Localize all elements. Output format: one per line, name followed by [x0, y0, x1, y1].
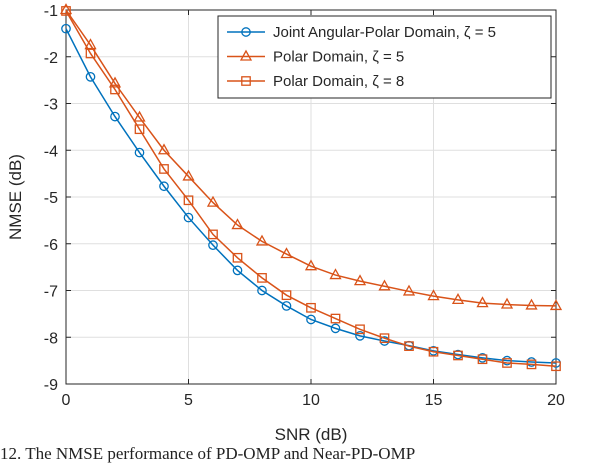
data-point [157, 143, 171, 155]
legend-entry: Polar Domain, ζ = 8 [227, 73, 404, 90]
chart-canvas: 0 5 10 15 20 -1 -2 -3 -4 -5 -6 -7 -8 -9 Joint Angular… [6, 3, 565, 444]
data-point [427, 289, 440, 301]
legend-entry: Polar Domain, ζ = 5 [227, 49, 404, 66]
series-line [65, 9, 557, 307]
x-tick-label: 5 [184, 392, 193, 409]
data-point [85, 48, 96, 59]
data-point [183, 195, 194, 206]
data-point [61, 6, 71, 16]
data-point [208, 229, 218, 240]
y-tick-label: -7 [44, 284, 58, 301]
data-point [110, 84, 120, 95]
data-point [133, 110, 146, 122]
figure-caption: 12. The NMSE performance of PD-OMP and N… [0, 444, 416, 463]
series-1 [59, 3, 563, 311]
data-point [549, 299, 563, 311]
data-point [525, 298, 538, 310]
data-point [206, 195, 220, 207]
data-point [453, 350, 463, 361]
data-point [110, 111, 120, 122]
series-2 [61, 6, 561, 372]
legend-marker [239, 49, 253, 61]
data-point [451, 293, 465, 305]
data-point [281, 301, 292, 311]
data-point [330, 313, 341, 324]
data-point [85, 72, 96, 82]
data-point [551, 361, 561, 372]
y-tick-label: -3 [44, 97, 58, 114]
series-layer [59, 3, 563, 372]
data-point [232, 265, 243, 276]
legend-label: Polar Domain, ζ = 5 [273, 49, 404, 66]
legend-label: Polar Domain, ζ = 8 [273, 73, 404, 90]
y-tick-label: -9 [44, 377, 58, 394]
data-point [257, 285, 267, 296]
data-point [108, 76, 122, 88]
data-point [428, 346, 439, 357]
data-point [281, 290, 292, 301]
data-point [476, 296, 489, 308]
data-point [353, 274, 367, 286]
data-point [182, 169, 195, 181]
data-point [232, 252, 243, 263]
data-point [61, 23, 71, 34]
data-point [502, 358, 512, 368]
data-point [402, 284, 416, 296]
data-point [183, 212, 194, 223]
x-axis-title: SNR (dB) [275, 425, 348, 444]
y-tick-label: -5 [44, 190, 58, 207]
data-point [134, 124, 145, 135]
y-axis-title: NMSE (dB) [6, 154, 25, 240]
legend-marker [241, 76, 251, 86]
x-tick-label: 20 [547, 392, 565, 409]
data-point [404, 341, 414, 351]
data-point [379, 333, 390, 344]
legend-label: Joint Angular-Polar Domain, ζ = 5 [273, 24, 496, 41]
series-line [65, 10, 557, 367]
y-tick-label: -6 [44, 237, 58, 254]
data-point [306, 302, 316, 313]
y-tick-label: -8 [44, 330, 58, 347]
y-tick-label: -4 [44, 143, 58, 160]
data-point [59, 3, 73, 15]
x-tick-label: 0 [62, 392, 71, 409]
data-point [208, 240, 218, 251]
data-point [257, 273, 267, 283]
y-tick-label: -1 [44, 3, 58, 20]
legend-entry: Joint Angular-Polar Domain, ζ = 5 [227, 24, 496, 41]
data-point [526, 359, 537, 370]
data-point [330, 323, 341, 334]
data-point [477, 354, 488, 365]
y-tick-label: -2 [44, 50, 58, 67]
data-point [355, 330, 365, 341]
data-point [355, 324, 365, 335]
legend-marker [241, 27, 251, 37]
data-point [231, 218, 244, 230]
x-tick-label: 10 [302, 392, 320, 409]
data-point [378, 279, 391, 291]
data-point [255, 234, 269, 246]
series-line [65, 28, 557, 364]
data-point [134, 147, 145, 158]
data-point [84, 38, 97, 50]
data-point [159, 181, 169, 192]
data-point [329, 268, 342, 280]
axis-ticks: 0 5 10 15 20 -1 -2 -3 -4 -5 -6 -7 -8 -9 [44, 3, 565, 409]
data-point [159, 164, 169, 174]
legend-box [217, 15, 552, 99]
data-point [280, 247, 293, 259]
data-point [304, 259, 318, 271]
legend: Joint Angular-Polar Domain, ζ = 5 Polar D… [217, 15, 552, 99]
data-point [500, 297, 514, 309]
x-tick-label: 15 [425, 392, 443, 409]
data-point [306, 314, 316, 325]
